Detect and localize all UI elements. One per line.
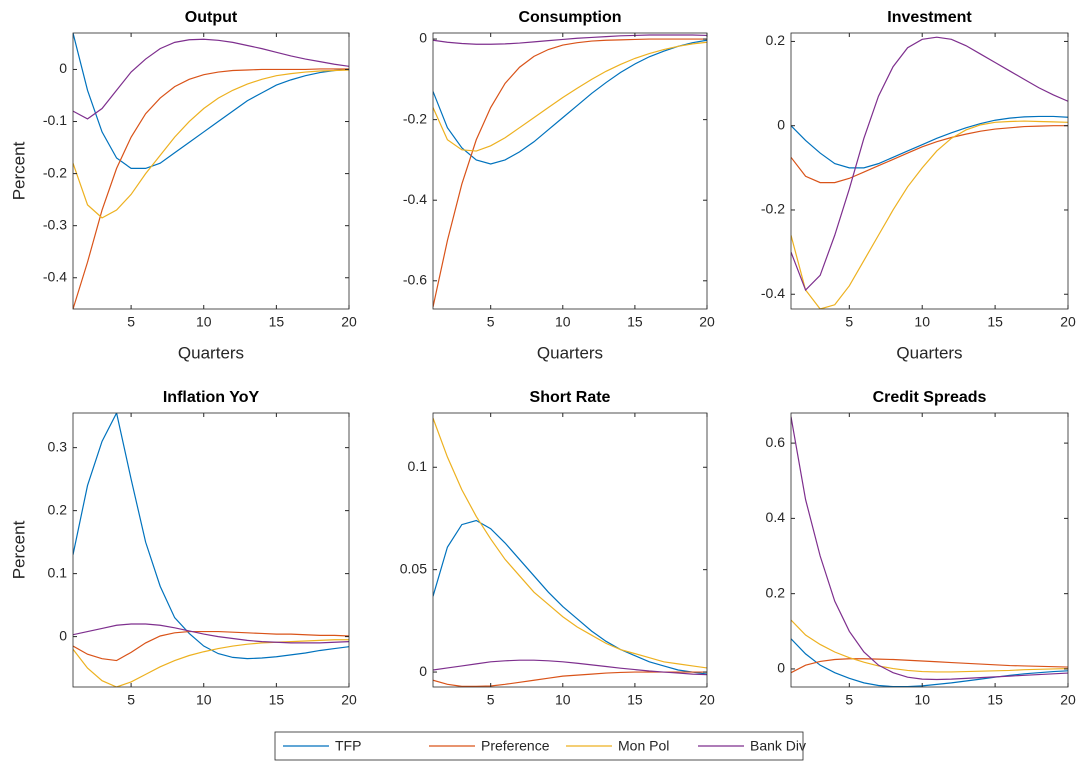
series-line [791, 638, 1068, 687]
x-axis-label: Quarters [178, 343, 244, 362]
x-tick-label: 5 [487, 314, 495, 330]
y-tick-label: -0.2 [403, 110, 427, 126]
chart-title: Output [185, 9, 238, 26]
y-tick-label: -0.4 [43, 268, 67, 284]
y-tick-label: 0.2 [48, 501, 68, 517]
y-tick-label: 0 [419, 30, 427, 46]
series-line [73, 33, 349, 169]
x-tick-label: 10 [914, 692, 930, 708]
y-tick-label: -0.2 [43, 164, 67, 180]
series-line [73, 639, 349, 687]
x-tick-label: 20 [341, 314, 357, 330]
axes-box [790, 32, 1069, 310]
x-tick-label: 10 [196, 692, 212, 708]
x-tick-label: 15 [627, 314, 643, 330]
axes-box [72, 412, 350, 688]
legend-label: Preference [481, 738, 550, 754]
y-tick-label: 0.6 [766, 434, 786, 450]
series-line [433, 38, 707, 308]
chart-title: Consumption [518, 9, 621, 26]
series-line [73, 38, 349, 120]
series-line [791, 115, 1068, 169]
x-tick-label: 15 [269, 314, 285, 330]
series-line [791, 619, 1068, 673]
y-tick-label: 0 [419, 663, 427, 679]
plot-area [433, 413, 707, 687]
x-tick-label: 15 [627, 692, 643, 708]
series-line [791, 416, 1068, 681]
x-tick-label: 5 [845, 692, 853, 708]
series-line [433, 41, 707, 152]
chart-title: Inflation YoY [163, 389, 260, 406]
chart-title: Credit Spreads [873, 389, 987, 406]
series-line [73, 69, 349, 219]
x-tick-label: 20 [1060, 692, 1076, 708]
x-tick-label: 10 [555, 314, 571, 330]
series-line [791, 36, 1068, 292]
y-tick-label: -0.1 [43, 112, 67, 128]
plot-area [73, 33, 349, 309]
x-tick-label: 15 [987, 314, 1003, 330]
series-line [791, 658, 1068, 674]
plot-area [791, 413, 1068, 687]
legend-label: Bank Div [750, 738, 806, 754]
y-tick-label: 0 [59, 627, 67, 643]
y-tick-label: 0.2 [766, 584, 786, 600]
x-tick-label: 20 [341, 692, 357, 708]
y-tick-label: 0.1 [408, 458, 428, 474]
plot-area [73, 413, 349, 687]
plot-area [791, 33, 1068, 309]
x-axis-label: Quarters [537, 343, 603, 362]
y-tick-label: 0.1 [48, 564, 68, 580]
plot-area [433, 33, 707, 309]
y-tick-label: 0.4 [766, 509, 786, 525]
x-tick-label: 15 [987, 692, 1003, 708]
series-line [73, 630, 349, 662]
y-tick-label: 0 [777, 116, 785, 132]
series-line [433, 417, 707, 669]
x-tick-label: 10 [555, 692, 571, 708]
x-tick-label: 10 [914, 314, 930, 330]
legend-label: TFP [335, 738, 361, 754]
x-tick-label: 10 [196, 314, 212, 330]
y-axis-label: Percent [9, 141, 28, 200]
y-tick-label: -0.3 [43, 216, 67, 232]
x-tick-label: 15 [269, 692, 285, 708]
series-line [73, 623, 349, 644]
axes-box [432, 412, 708, 688]
x-tick-label: 5 [127, 692, 135, 708]
axes-box [72, 32, 350, 310]
series-line [73, 68, 349, 309]
series-line [433, 519, 707, 675]
series-line [433, 34, 707, 45]
x-tick-label: 20 [699, 692, 715, 708]
y-tick-label: -0.4 [403, 191, 427, 207]
series-line [433, 39, 707, 165]
y-tick-label: 0 [59, 60, 67, 76]
y-tick-label: 0.2 [766, 32, 786, 48]
x-tick-label: 5 [845, 314, 853, 330]
y-tick-label: -0.6 [403, 271, 427, 287]
y-tick-label: 0 [777, 660, 785, 676]
axes-box [432, 32, 708, 310]
y-tick-label: 0.3 [48, 438, 68, 454]
series-line [791, 120, 1068, 309]
axes-box [790, 412, 1069, 688]
x-axis-label: Quarters [896, 343, 962, 362]
legend-label: Mon Pol [618, 738, 669, 754]
chart-title: Short Rate [530, 389, 611, 406]
x-tick-label: 20 [1060, 314, 1076, 330]
y-tick-label: 0.05 [400, 560, 427, 576]
y-tick-label: -0.2 [761, 201, 785, 217]
y-axis-label: Percent [9, 520, 28, 579]
y-tick-label: -0.4 [761, 285, 785, 301]
x-tick-label: 5 [127, 314, 135, 330]
series-line [791, 125, 1068, 184]
x-tick-label: 20 [699, 314, 715, 330]
x-tick-label: 5 [487, 692, 495, 708]
series-line [433, 659, 707, 676]
chart-title: Investment [887, 9, 972, 26]
